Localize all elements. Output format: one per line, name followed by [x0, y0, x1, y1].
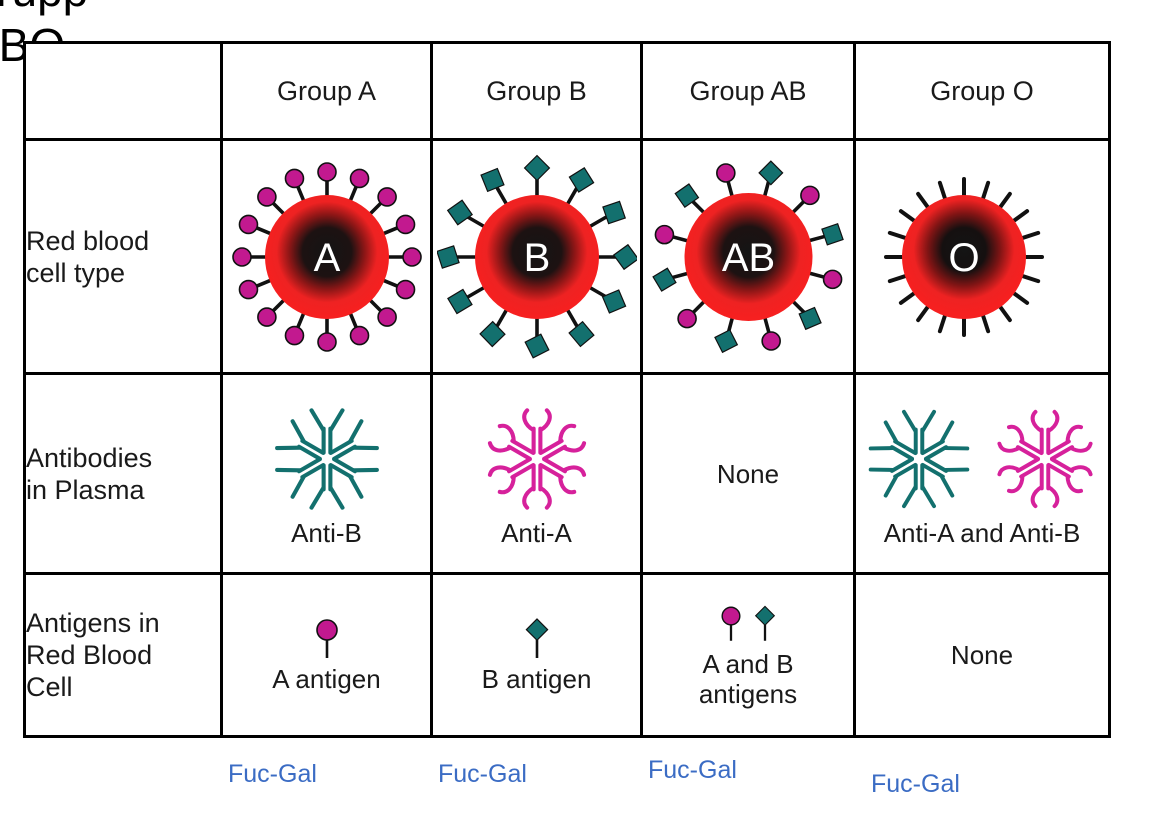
anti-b-antibody-icon	[868, 409, 970, 508]
blood-group-table: Group A Group B Group AB Group O Red blo…	[23, 41, 1111, 738]
cell-rbc-group-o: O	[853, 138, 1111, 375]
column-header-group-b: Group B	[430, 41, 643, 141]
caption-antibodies-group-ab: None	[716, 458, 780, 489]
caption-antigens-group-b: B antigen	[481, 664, 592, 694]
cell-antibodies-group-a: Anti-B	[220, 372, 433, 575]
caption-antibodies-group-a: Anti-B	[291, 517, 362, 548]
red-blood-cell-o-icon: O	[884, 176, 1044, 337]
cell-antibodies-group-ab: None	[640, 372, 856, 575]
cell-antibodies-group-b: Anti-A	[430, 372, 643, 575]
cell-rbc-group-ab: AB	[640, 138, 856, 375]
a-antigen-icon	[315, 619, 338, 658]
cell-antigens-group-o: None	[853, 572, 1111, 738]
red-blood-cell-b-icon: B	[436, 154, 637, 359]
fuc-gal-label-group-a: Fuc-Gal	[228, 760, 317, 788]
row-label-antibodies-in-plasma: Antibodies in Plasma	[23, 372, 223, 575]
cell-rbc-group-b: B	[430, 138, 643, 375]
anti-a-antibody-icon	[487, 407, 586, 510]
cell-antigens-group-b: B antigen	[430, 572, 643, 738]
rbc-letter-o: O	[948, 236, 979, 280]
caption-antigens-group-a: A antigen	[272, 664, 381, 694]
antibody-cluster-anti-b	[263, 400, 391, 518]
caption-antibodies-group-b: Anti-A	[501, 517, 572, 548]
fuc-gal-label-strip: Fuc-Gal Fuc-Gal Fuc-Gal Fuc-Gal	[23, 748, 1108, 808]
rbc-letter-ab: AB	[721, 236, 774, 280]
fuc-gal-label-group-b: Fuc-Gal	[438, 760, 527, 788]
antibody-cluster-anti-a-and-anti-b	[857, 400, 1107, 518]
rbc-letter-b: B	[523, 236, 550, 280]
cell-antigens-group-a: A antigen	[220, 572, 433, 738]
caption-antigens-group-o: None	[950, 640, 1014, 670]
antigen-glyph-row	[310, 616, 344, 662]
caption-antibodies-group-o: Anti-A and Anti-B	[883, 517, 1081, 548]
b-antigen-icon	[525, 618, 548, 658]
page-title-line-1: gsgrupp	[0, 0, 242, 16]
table-corner-cell	[23, 41, 223, 141]
anti-a-antibody-icon	[997, 409, 1093, 508]
fuc-gal-label-group-ab: Fuc-Gal	[648, 756, 737, 784]
column-header-group-o: Group O	[853, 41, 1111, 141]
row-label-red-blood-cell-type: Red blood cell type	[23, 138, 223, 375]
red-blood-cell-ab-icon: AB	[651, 159, 844, 353]
column-header-group-ab: Group AB	[640, 41, 856, 141]
anti-b-antibody-icon	[274, 407, 379, 510]
red-blood-cell-a-icon: A	[231, 161, 422, 352]
antibody-cluster-anti-a	[473, 400, 601, 518]
antigen-glyph-row	[520, 616, 554, 662]
antigen-glyph-row	[716, 601, 780, 647]
cell-antibodies-group-o: Anti-A and Anti-B	[853, 372, 1111, 575]
table-row: Antibodies in Plasma Anti-B Anti-A	[23, 372, 1111, 575]
column-header-group-a: Group A	[220, 41, 433, 141]
fuc-gal-label-group-o: Fuc-Gal	[871, 770, 960, 798]
table-row: Red blood cell type	[23, 138, 1111, 375]
table-header-row: Group A Group B Group AB Group O	[23, 41, 1111, 141]
rbc-letter-a: A	[313, 236, 340, 280]
table-row: Antigens in Red Blood Cell A antigen	[23, 572, 1111, 738]
cell-rbc-group-a: A	[220, 138, 433, 375]
a-antigen-icon	[721, 606, 741, 641]
b-antigen-icon	[754, 605, 776, 641]
row-label-antigens-in-red-blood-cell: Antigens in Red Blood Cell	[23, 572, 223, 738]
